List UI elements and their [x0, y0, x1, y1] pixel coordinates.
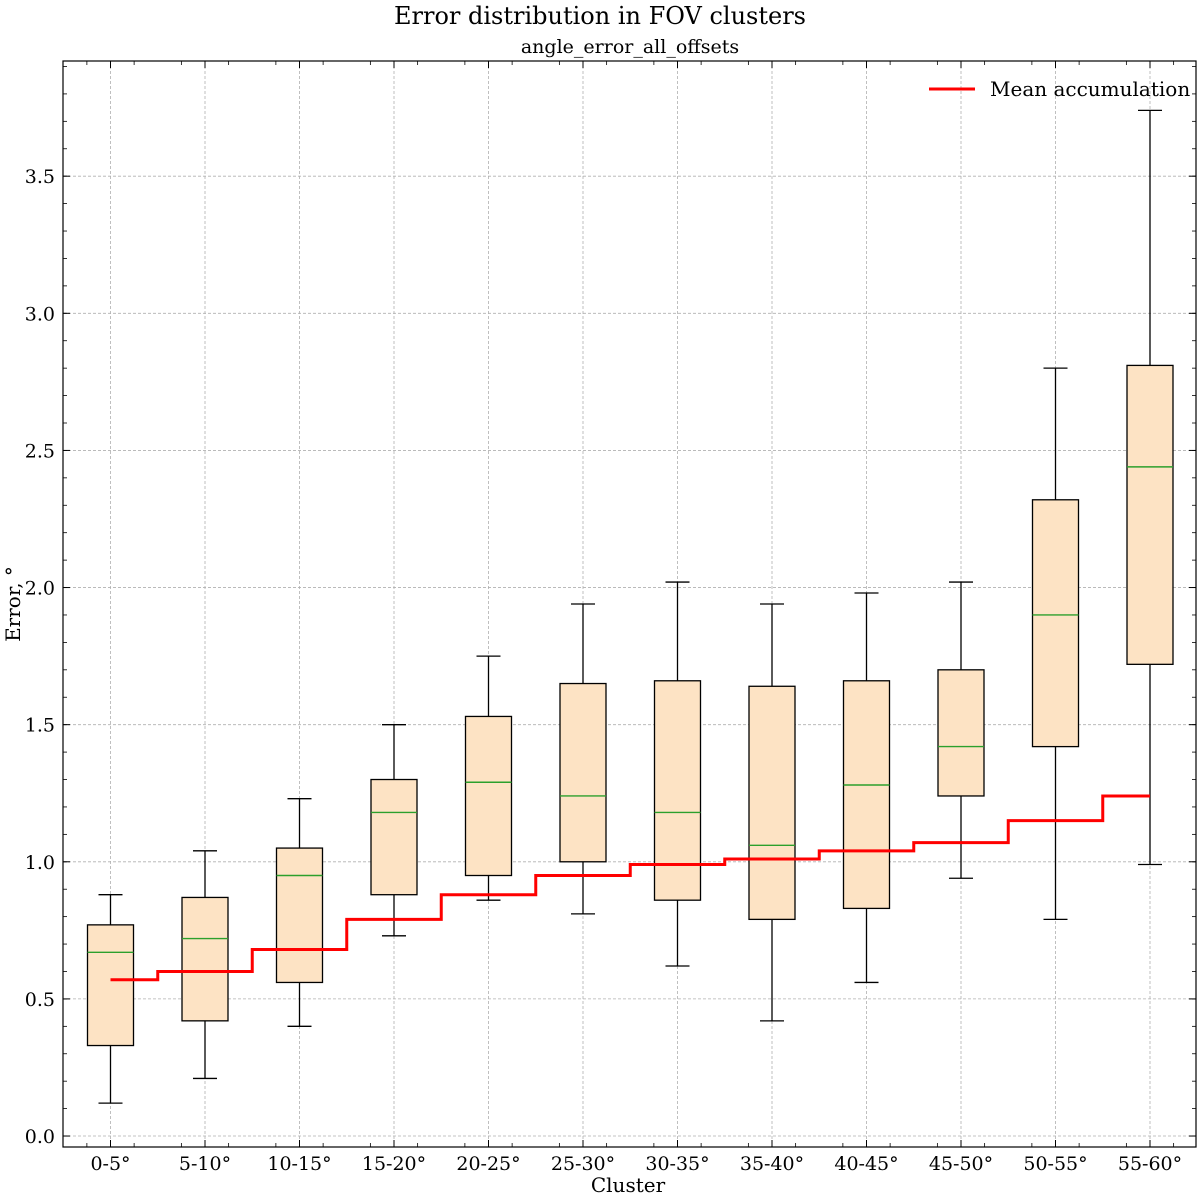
box-55-60° — [1126, 109, 1174, 866]
x-tick-label: 35-40° — [740, 1153, 804, 1175]
x-tick-label: 5-10° — [179, 1153, 231, 1175]
box-15-20° — [370, 724, 418, 937]
x-tick-label: 30-35° — [645, 1153, 709, 1175]
box-10-15° — [275, 798, 324, 1027]
mean-accumulation-line — [110, 794, 1150, 982]
y-tick-label: 3.5 — [25, 166, 55, 188]
chart-subtitle: angle_error_all_offsets — [521, 36, 739, 58]
y-tick-label: 1.5 — [25, 715, 55, 737]
legend: Mean accumulation — [929, 77, 1190, 101]
x-tick-label: 20-25° — [456, 1153, 520, 1175]
box-iqr — [1031, 499, 1080, 748]
y-tick-label: 2.0 — [25, 578, 55, 600]
box-0-5° — [86, 894, 135, 1104]
x-tick-label: 25-30° — [551, 1153, 615, 1175]
box-50-55° — [1031, 367, 1080, 921]
box-iqr — [937, 669, 985, 797]
plot-frame — [62, 60, 1197, 1148]
box-45-50° — [937, 581, 985, 879]
axes: 0.0 0.5 1.0 1.5 2.0 2.5 3.0 3.5 0-5° 5-10° 10-15° 1… — [25, 60, 1197, 1175]
box-iqr — [748, 685, 796, 921]
legend-label-mean-accumulation: Mean accumulation — [990, 77, 1190, 101]
box-5-10° — [181, 850, 229, 1080]
box-iqr — [275, 847, 324, 984]
x-tick-label: 40-45° — [834, 1153, 898, 1175]
box-iqr — [653, 680, 702, 901]
box-iqr — [370, 778, 418, 896]
x-axis-label: Cluster — [591, 1173, 666, 1197]
y-tick-label: 3.0 — [25, 303, 55, 325]
x-tick-label: 50-55° — [1023, 1153, 1087, 1175]
x-tick-label: 0-5° — [90, 1153, 130, 1175]
x-tick-label: 55-60° — [1118, 1153, 1182, 1175]
box-iqr — [842, 680, 891, 910]
x-tick-label: 45-50° — [929, 1153, 993, 1175]
box-iqr — [86, 924, 135, 1047]
x-tick-label: 10-15° — [267, 1153, 331, 1175]
mean-accumulation-series — [110, 794, 1150, 982]
box-iqr — [181, 896, 229, 1022]
box-35-40° — [748, 603, 796, 1022]
y-tick-label: 1.0 — [25, 852, 55, 874]
y-axis-label: Error, ° — [1, 566, 25, 642]
y-tick-label: 0.5 — [25, 989, 55, 1011]
chart-title: Error distribution in FOV clusters — [394, 2, 806, 30]
y-tick-label: 2.5 — [25, 440, 55, 462]
box-iqr — [1126, 364, 1174, 665]
y-tick-label: 0.0 — [25, 1126, 55, 1148]
box-20-25° — [464, 655, 513, 901]
box-25-30° — [559, 603, 607, 915]
box-iqr — [464, 715, 513, 877]
box-40-45° — [842, 592, 891, 984]
x-tick-label: 15-20° — [362, 1153, 426, 1175]
boxes — [86, 109, 1174, 1104]
box-iqr — [559, 682, 607, 863]
